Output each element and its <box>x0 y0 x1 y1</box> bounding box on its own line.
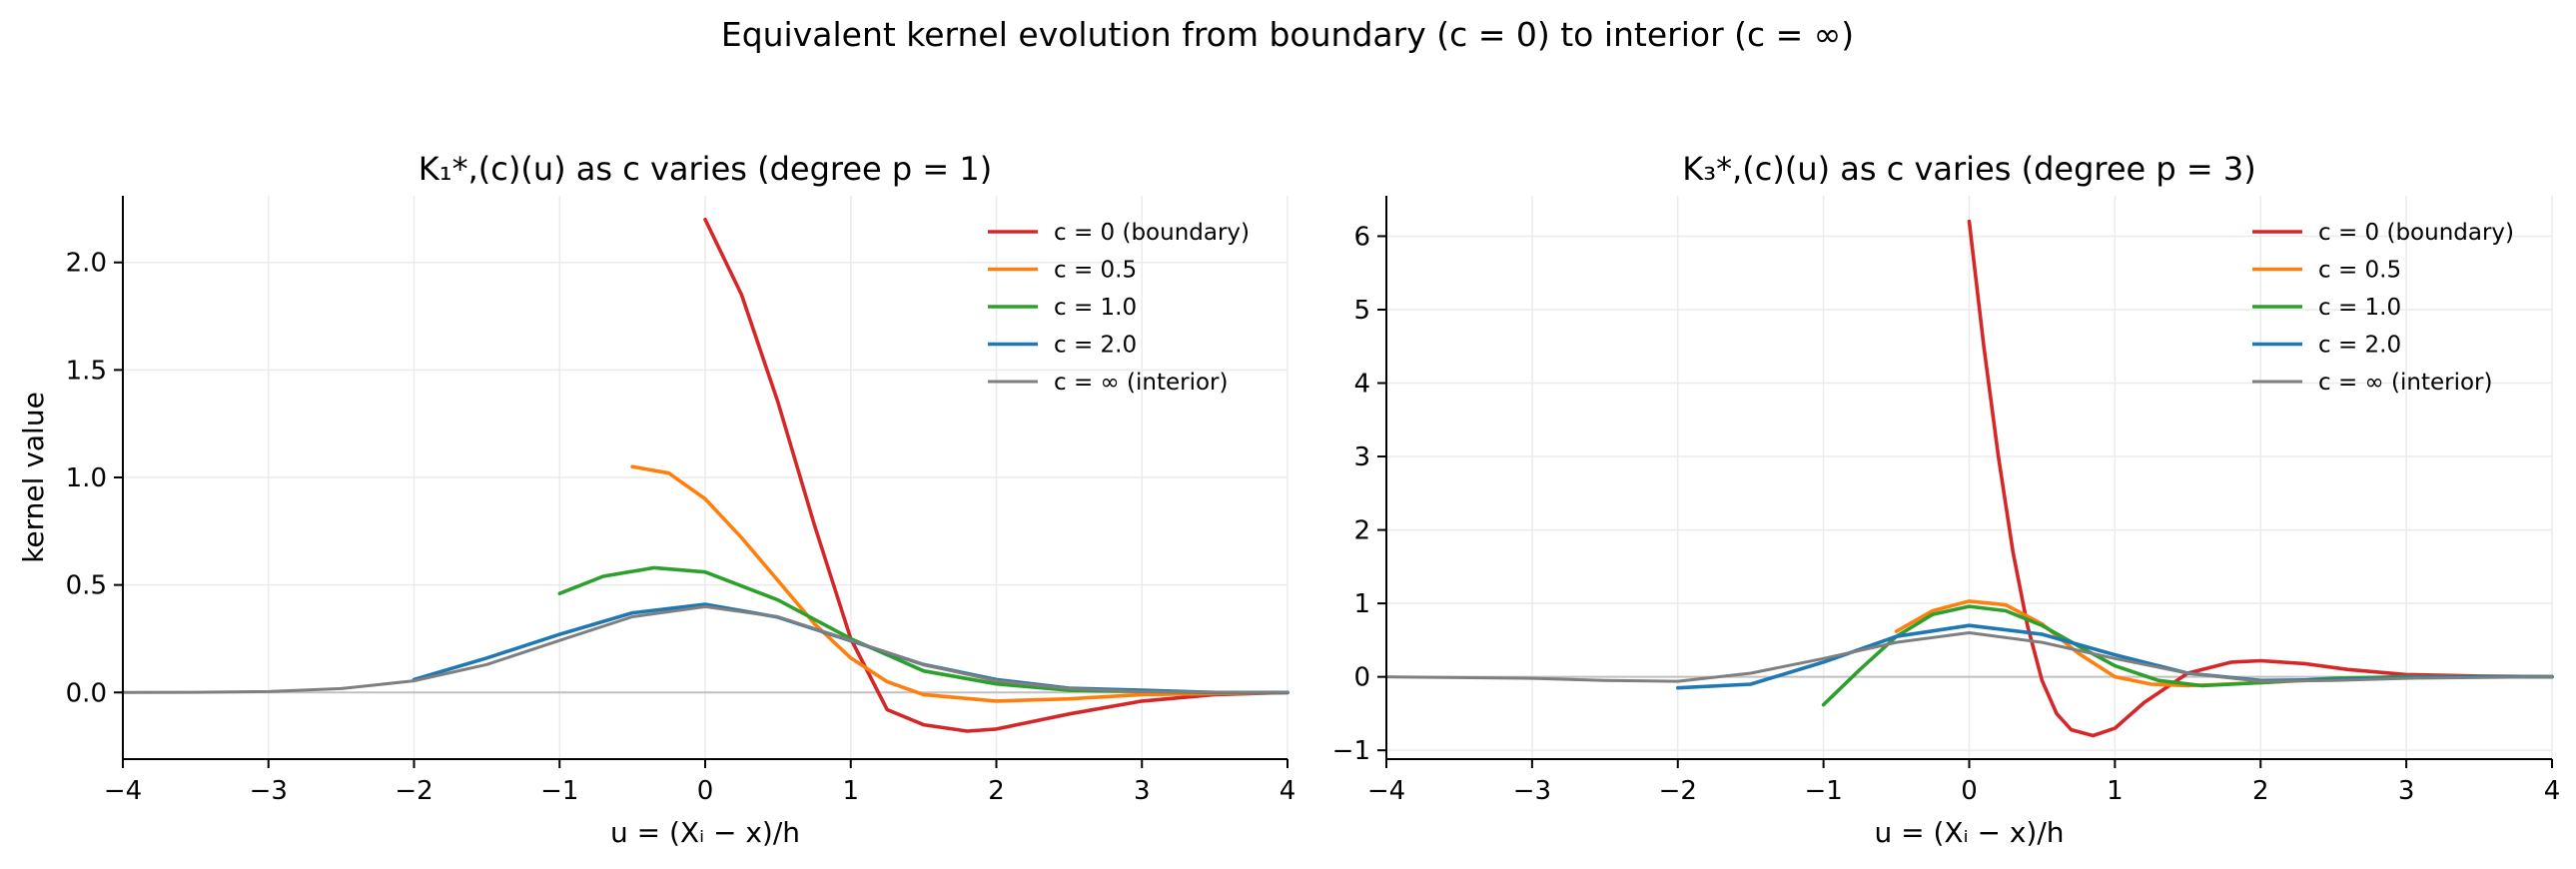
y-tick-label: 1 <box>1353 589 1370 619</box>
panel-title: K₃*,(c)(u) as c varies (degree p = 3) <box>1682 150 2255 188</box>
y-tick-label: −1 <box>1332 736 1370 766</box>
x-tick-label: −4 <box>104 776 142 806</box>
x-tick-label: 3 <box>1134 776 1151 806</box>
legend-entry-1: c = 0.5 <box>1054 258 1137 284</box>
legend-entry-2: c = 1.0 <box>2318 295 2401 321</box>
x-tick-label: 1 <box>842 776 859 806</box>
panel-degree-1: −4 −3 −2 −1 0 1 2 3 4 0.0 0.5 1.0 1.5 2.0 K₁*,(c)(u) a… <box>17 150 1295 849</box>
legend-entry-4: c = ∞ (interior) <box>2318 370 2492 396</box>
legend-entry-3: c = 2.0 <box>1054 333 1137 359</box>
panel-degree-3: −4 −3 −2 −1 0 1 2 3 4 −1 0 1 2 3 4 5 6 K₃*,(c)(u) as c va… <box>1332 150 2561 849</box>
series-line-1 <box>630 464 1289 703</box>
y-tick-label: 2.0 <box>66 249 107 279</box>
x-axis-label: u = (Xᵢ − x)/h <box>610 816 800 849</box>
y-tick-label: 6 <box>1353 222 1370 252</box>
y-tick-label: 0 <box>1353 663 1370 693</box>
x-tick-label: 2 <box>988 776 1005 806</box>
x-tick-label: −3 <box>1513 776 1551 806</box>
panel-title: K₁*,(c)(u) as c varies (degree p = 1) <box>419 150 992 188</box>
x-tick-label: −1 <box>540 776 578 806</box>
series-line-2 <box>557 565 1289 695</box>
series-line-4 <box>121 604 1289 694</box>
x-tick-label: −1 <box>1804 776 1842 806</box>
y-tick-label: 2 <box>1353 516 1370 546</box>
series-line-2 <box>1821 604 2554 707</box>
legend-entry-3: c = 2.0 <box>2318 333 2401 359</box>
series-line-0 <box>1967 219 2554 738</box>
y-tick-label: 3 <box>1353 442 1370 472</box>
y-tick-label: 4 <box>1353 370 1370 400</box>
y-tick-label: 0.0 <box>66 678 107 708</box>
legend-entry-1: c = 0.5 <box>2318 258 2401 284</box>
x-tick-label: −4 <box>1367 776 1405 806</box>
legend-entry-4: c = ∞ (interior) <box>1054 370 1228 396</box>
x-tick-label: 2 <box>2252 776 2269 806</box>
x-tick-label: 4 <box>1280 776 1296 806</box>
x-tick-label: 3 <box>2398 776 2415 806</box>
series-line-0 <box>703 217 1289 733</box>
legend-entry-0: c = 0 (boundary) <box>1054 220 1250 246</box>
legend-entry-2: c = 1.0 <box>1054 295 1137 321</box>
x-tick-label: 0 <box>1961 776 1978 806</box>
x-tick-label: −2 <box>395 776 432 806</box>
x-tick-label: −3 <box>250 776 288 806</box>
y-tick-label: 0.5 <box>66 571 107 601</box>
y-tick-label: 1.0 <box>66 463 107 493</box>
y-tick-label: 1.5 <box>66 356 107 386</box>
series-line-4 <box>1384 631 2554 683</box>
figure-suptitle: Equivalent kernel evolution from boundar… <box>721 15 1854 54</box>
y-axis-label: kernel value <box>17 392 50 563</box>
legend-entry-0: c = 0 (boundary) <box>2318 220 2514 246</box>
x-tick-label: 1 <box>2107 776 2124 806</box>
x-tick-label: 0 <box>697 776 714 806</box>
x-tick-label: 4 <box>2544 776 2561 806</box>
series-line-1 <box>1894 599 2554 688</box>
x-tick-label: −2 <box>1659 776 1697 806</box>
y-tick-label: 5 <box>1353 296 1370 326</box>
x-axis-label: u = (Xᵢ − x)/h <box>1874 816 2064 849</box>
